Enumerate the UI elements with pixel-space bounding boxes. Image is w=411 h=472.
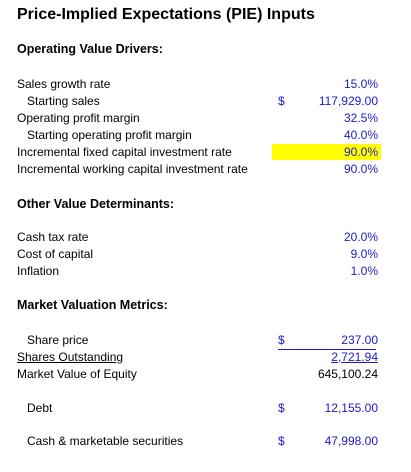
row-sales-growth-rate: Sales growth rate 15.0%: [0, 76, 411, 93]
value-operating-profit-margin[interactable]: 32.5%: [343, 111, 378, 125]
row-operating-profit-margin: Operating profit margin 32.5%: [0, 110, 411, 127]
shares-outstanding-top-border: [278, 349, 376, 350]
label-cash-marketable-securities: Cash & marketable securities: [27, 434, 184, 448]
row-cash-tax-rate: Cash tax rate 20.0%: [0, 229, 411, 246]
label-share-price: Share price: [27, 333, 89, 347]
label-incremental-fixed-capital: Incremental fixed capital investment rat…: [17, 145, 232, 159]
row-incremental-fixed-capital: Incremental fixed capital investment rat…: [0, 144, 411, 161]
label-operating-profit-margin: Operating profit margin: [17, 111, 140, 125]
label-cost-of-capital: Cost of capital: [17, 247, 94, 261]
label-cash-tax-rate: Cash tax rate: [17, 230, 89, 244]
page-title: Price-Implied Expectations (PIE) Inputs: [17, 6, 315, 23]
row-inflation: Inflation 1.0%: [0, 263, 411, 280]
value-sales-growth-rate[interactable]: 15.0%: [343, 77, 378, 91]
value-incremental-fixed-capital[interactable]: 90.0%: [343, 145, 378, 159]
label-sales-growth-rate: Sales growth rate: [17, 77, 111, 91]
row-incremental-working-capital: Incremental working capital investment r…: [0, 161, 411, 178]
value-market-value-of-equity: 645,100.24: [317, 367, 378, 381]
value-cash-marketable-securities[interactable]: 47,998.00: [324, 434, 378, 448]
label-debt: Debt: [27, 401, 53, 415]
section-operating-value-drivers: Operating Value Drivers:: [17, 42, 163, 56]
label-starting-operating-profit-margin: Starting operating profit margin: [27, 128, 192, 142]
currency-debt: $: [278, 401, 285, 415]
row-shares-outstanding: Shares Outstanding 2,721.94: [0, 349, 411, 366]
row-cost-of-capital: Cost of capital 9.0%: [0, 246, 411, 263]
currency-cash-marketable-securities: $: [278, 434, 285, 448]
section-other-value-determinants: Other Value Determinants:: [17, 197, 174, 211]
label-inflation: Inflation: [17, 264, 60, 278]
value-shares-outstanding[interactable]: 2,721.94: [331, 350, 378, 364]
value-debt[interactable]: 12,155.00: [324, 401, 378, 415]
label-incremental-working-capital: Incremental working capital investment r…: [17, 162, 248, 176]
label-starting-sales: Starting sales: [27, 94, 100, 108]
row-starting-sales: Starting sales $ 117,929.00: [0, 93, 411, 110]
label-market-value-of-equity: Market Value of Equity: [17, 367, 137, 381]
value-cost-of-capital[interactable]: 9.0%: [350, 247, 378, 261]
value-inflation[interactable]: 1.0%: [350, 264, 378, 278]
value-incremental-working-capital[interactable]: 90.0%: [343, 162, 378, 176]
row-cash-marketable-securities: Cash & marketable securities $ 47,998.00: [0, 433, 411, 450]
row-debt: Debt $ 12,155.00: [0, 400, 411, 417]
value-starting-sales[interactable]: 117,929.00: [318, 94, 378, 108]
currency-share-price: $: [278, 333, 285, 347]
currency-starting-sales: $: [278, 94, 285, 108]
value-cash-tax-rate[interactable]: 20.0%: [343, 230, 378, 244]
value-starting-operating-profit-margin[interactable]: 40.0%: [343, 128, 378, 142]
value-share-price[interactable]: 237.00: [341, 333, 378, 347]
row-market-value-of-equity: Market Value of Equity 645,100.24: [0, 366, 411, 383]
row-share-price: Share price $ 237.00: [0, 332, 411, 349]
label-shares-outstanding: Shares Outstanding: [17, 350, 124, 364]
row-starting-operating-profit-margin: Starting operating profit margin 40.0%: [0, 127, 411, 144]
section-market-valuation-metrics: Market Valuation Metrics:: [17, 298, 168, 312]
selected-cell-highlight: [272, 144, 381, 160]
